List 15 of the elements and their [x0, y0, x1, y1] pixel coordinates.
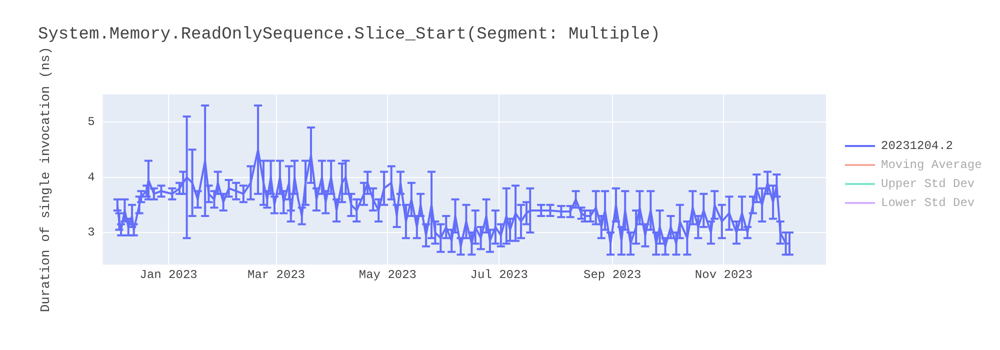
- chart-title: System.Memory.ReadOnlySequence.Slice_Start(Segment: Multiple): [38, 26, 660, 45]
- x-tick-label: May 2023: [358, 268, 416, 282]
- y-tick-label: 5: [88, 115, 95, 130]
- x-tick-label: Mar 2023: [247, 268, 306, 282]
- legend-label: 20231204.2: [881, 138, 954, 152]
- y-tick-label: 3: [88, 226, 95, 240]
- legend-label: Upper Std Dev: [881, 176, 975, 190]
- legend-label: Lower Std Dev: [881, 196, 975, 210]
- x-tick-label: Jan 2023: [140, 268, 198, 282]
- x-tick-label: Sep 2023: [584, 268, 642, 282]
- legend-label: Moving Average: [881, 158, 982, 172]
- y-tick-label: 4: [88, 170, 95, 184]
- y-axis-title: Duration of single invocation (ns): [38, 46, 54, 312]
- x-tick-label: Nov 2023: [694, 268, 753, 282]
- x-tick-label: Jul 2023: [470, 268, 528, 282]
